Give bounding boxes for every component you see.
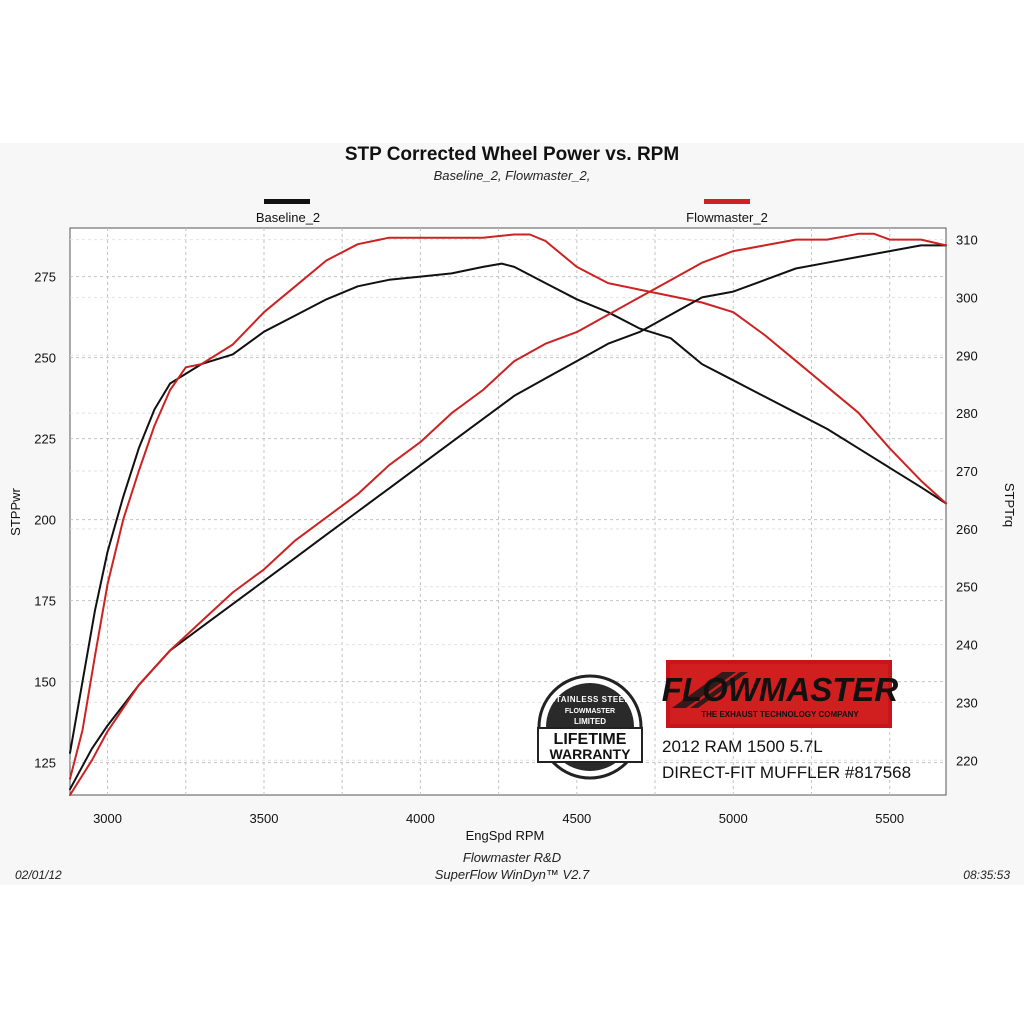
y-right-tick-label: 230 [956, 695, 978, 710]
chart-title: STP Corrected Wheel Power vs. RPM [345, 144, 679, 165]
footer-line1: Flowmaster R&D [463, 850, 561, 865]
x-tick-label: 3000 [93, 811, 122, 826]
legend-swatch-baseline [264, 199, 310, 204]
y-left-tick-label: 250 [34, 351, 56, 366]
series-line-baseline-2-torque [69, 244, 947, 791]
x-tick-label: 3500 [250, 811, 279, 826]
y-left-tick-label: 175 [34, 594, 56, 609]
y-right-tick-label: 280 [956, 406, 978, 421]
y-right-tick-label: 290 [956, 348, 978, 363]
logo-tagline: THE EXHAUST TECHNOLOGY COMPANY [701, 710, 859, 719]
legend-swatch-flowmaster [704, 199, 750, 204]
y-left-tick-label: 225 [34, 432, 56, 447]
chart-subtitle: Baseline_2, Flowmaster_2, [434, 168, 591, 183]
y-left-tick-label: 275 [34, 270, 56, 285]
x-tick-label: 5500 [875, 811, 904, 826]
x-tick-label: 5000 [719, 811, 748, 826]
y-right-tick-label: 220 [956, 753, 978, 768]
x-tick-label: 4500 [562, 811, 591, 826]
legend-label-baseline: Baseline_2 [256, 210, 320, 225]
y-axis-right-label: STPTrq [1002, 483, 1017, 527]
series-group [69, 232, 947, 796]
y-right-tick-label: 310 [956, 233, 978, 248]
footer-time: 08:35:53 [963, 868, 1010, 882]
y-right-tick-label: 240 [956, 638, 978, 653]
x-tick-label: 4000 [406, 811, 435, 826]
y-right-tick-label: 270 [956, 464, 978, 479]
y-axis-left-label: STPPwr [8, 487, 23, 535]
badge-line2: WARRANTY [550, 746, 632, 762]
warranty-badge: STAINLESS STEEL FLOWMASTER LIMITED LIFET… [537, 674, 643, 780]
y-left-tick-label: 150 [34, 675, 56, 690]
series-line-flowmaster-2-torque [69, 232, 947, 796]
vehicle-caption: 2012 RAM 1500 5.7L [662, 737, 823, 756]
y-right-tick-label: 250 [956, 580, 978, 595]
product-caption: DIRECT-FIT MUFFLER #817568 [662, 763, 911, 782]
y-left-tick-label: 125 [34, 756, 56, 771]
series-line-flowmaster-2-power [69, 233, 947, 780]
flowmaster-logo: FLOWMASTER THE EXHAUST TECHNOLOGY COMPAN… [662, 660, 899, 728]
gridlines [70, 228, 946, 795]
badge-mid-text: LIMITED [574, 717, 606, 726]
logo-wordmark: FLOWMASTER [662, 671, 899, 708]
y-right-tick-label: 300 [956, 290, 978, 305]
footer-date: 02/01/12 [15, 868, 62, 882]
y-right-tick-label: 260 [956, 522, 978, 537]
badge-line1: LIFETIME [554, 731, 627, 748]
badge-logo-text: FLOWMASTER [565, 708, 615, 715]
badge-top-text: STAINLESS STEEL [550, 695, 630, 704]
y-left-tick-label: 200 [34, 513, 56, 528]
series-line-baseline-2-power [69, 262, 947, 754]
footer-line2: SuperFlow WinDyn™ V2.7 [435, 867, 590, 882]
axes: 3000 3500 4000 4500 5000 5500 125 150 175 200 225 2… [34, 233, 977, 826]
x-axis-label: EngSpd RPM [466, 828, 545, 843]
legend-label-flowmaster: Flowmaster_2 [686, 210, 768, 225]
